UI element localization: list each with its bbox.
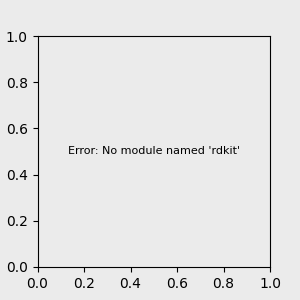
Text: Error: No module named 'rdkit': Error: No module named 'rdkit' <box>68 146 240 157</box>
